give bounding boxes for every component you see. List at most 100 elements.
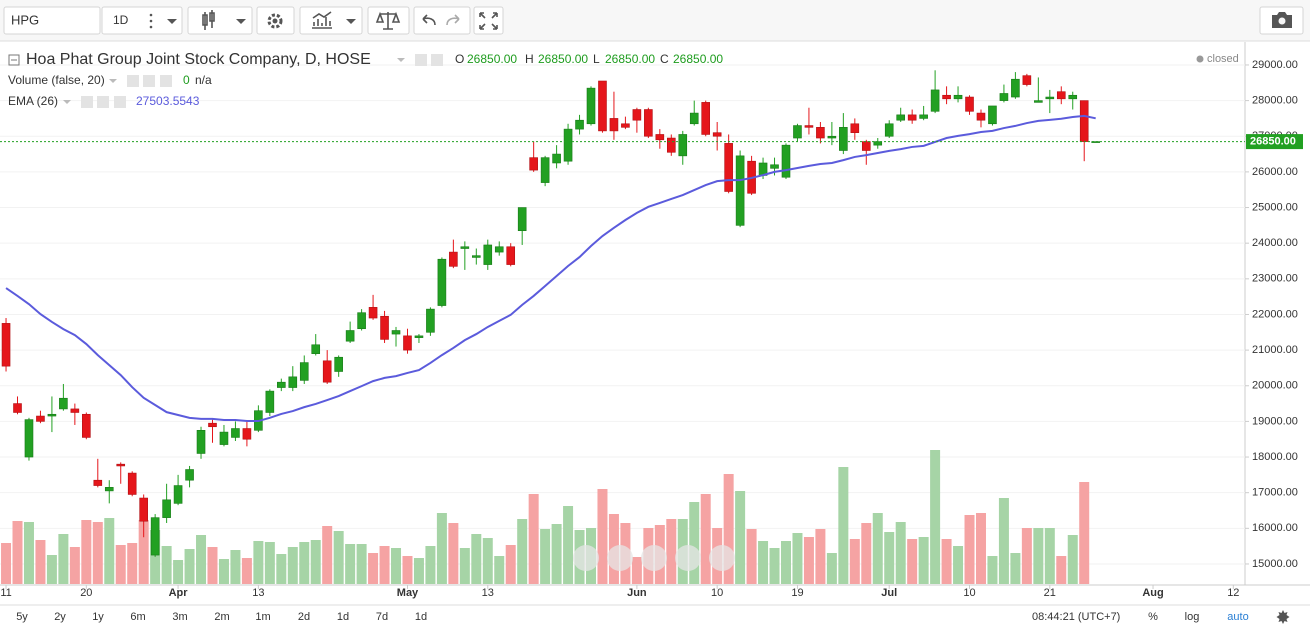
candle-body — [437, 258, 447, 306]
volume-bar — [196, 535, 207, 584]
volume-bar — [115, 545, 126, 584]
scroll-button[interactable] — [709, 545, 735, 571]
scroll-button[interactable] — [573, 545, 599, 571]
toolbar: HPG 1D — [0, 0, 1310, 42]
volume-bar — [918, 537, 929, 584]
dropdown-arrow — [236, 19, 246, 24]
volume-bar — [46, 555, 57, 584]
volume-bar — [23, 522, 34, 584]
range-button[interactable]: 2y — [54, 611, 66, 623]
legend-icon — [97, 96, 109, 108]
interval: 1D — [113, 13, 129, 27]
volume-bar — [1021, 528, 1032, 584]
range-button[interactable]: 1m — [255, 611, 270, 623]
volume-bar — [322, 526, 333, 584]
candle-body — [816, 127, 825, 139]
candle-body — [781, 144, 791, 178]
candle-body — [793, 125, 802, 139]
candle-body — [277, 381, 286, 388]
candle-body — [185, 469, 194, 481]
y-tick-label: 26000.00 — [1252, 166, 1298, 178]
candle-body — [334, 356, 343, 372]
volume-bar — [12, 521, 23, 584]
status-dot — [1196, 55, 1204, 63]
candle-body — [242, 428, 252, 440]
range-button[interactable]: 5y — [16, 611, 28, 623]
volume-bar — [746, 529, 757, 584]
volume-bar — [230, 550, 241, 584]
candle-body — [884, 123, 894, 137]
volume-bar — [884, 532, 895, 584]
scale-option[interactable]: % — [1148, 611, 1158, 623]
volume-bar — [345, 544, 356, 584]
x-tick-label: May — [397, 587, 419, 599]
candle-body — [357, 312, 366, 330]
scroll-button[interactable] — [607, 545, 633, 571]
volume-bar — [861, 523, 872, 584]
range-button[interactable]: 1d — [415, 611, 427, 623]
candle-body — [24, 419, 34, 458]
volume-bar — [35, 540, 46, 584]
candle-body — [116, 463, 126, 467]
dropdown-arrow — [109, 79, 117, 83]
candle-body — [93, 479, 103, 486]
volume-bar — [81, 520, 92, 584]
status-value: 26850.00 — [467, 52, 517, 66]
candle-body — [1011, 78, 1020, 98]
scroll-button[interactable] — [675, 545, 701, 571]
y-tick-label: 17000.00 — [1252, 487, 1298, 499]
volume-bar — [689, 502, 700, 584]
candle-body — [999, 93, 1009, 101]
candle-body — [311, 344, 321, 354]
candle-body — [460, 246, 470, 249]
candle-body — [426, 308, 435, 333]
volume-bar — [471, 534, 482, 584]
volume-bar — [207, 547, 218, 584]
scroll-button[interactable] — [641, 545, 667, 571]
legend: Hoa Phat Group Joint Stock Company, D, H… — [8, 51, 1239, 108]
candle-body — [104, 487, 114, 492]
settings-icon[interactable] — [1276, 610, 1290, 624]
range-button[interactable]: 2d — [298, 611, 310, 623]
legend-icon — [81, 96, 93, 108]
candle-body — [196, 430, 206, 454]
scale-option[interactable]: log — [1185, 611, 1200, 623]
candle-body — [173, 485, 183, 504]
range-button[interactable]: 2m — [214, 611, 229, 623]
candle-body — [345, 330, 355, 342]
chart-style-button[interactable] — [187, 6, 253, 35]
candle-body — [322, 360, 332, 383]
x-tick-label: 20 — [80, 587, 92, 599]
range-button[interactable]: 3m — [172, 611, 187, 623]
volume-bar — [941, 539, 952, 584]
indicator-icon — [312, 11, 332, 29]
scale-option[interactable]: auto — [1227, 611, 1248, 623]
volume-bar — [815, 529, 826, 584]
y-tick-label: 24000.00 — [1252, 237, 1298, 249]
range-button[interactable]: 1d — [337, 611, 349, 623]
volume-bar — [998, 498, 1009, 584]
candle-body — [552, 153, 561, 164]
volume-bar — [849, 539, 860, 584]
fullscreen-button[interactable] — [473, 6, 504, 35]
x-tick-label: Aug — [1142, 587, 1163, 599]
gear-icon — [267, 13, 283, 29]
symbol-input[interactable] — [3, 6, 101, 35]
volume-bar — [1079, 482, 1090, 584]
candle-body — [575, 119, 584, 130]
undo-redo-button[interactable] — [413, 6, 471, 35]
range-button[interactable]: 7d — [376, 611, 388, 623]
interval-button[interactable] — [101, 6, 183, 35]
candle-body — [735, 155, 745, 226]
volume-bar — [769, 548, 780, 584]
dropdown-arrow — [346, 19, 356, 24]
volume-bar — [1044, 528, 1055, 584]
y-tick-label: 22000.00 — [1252, 308, 1298, 320]
range-button[interactable]: 1y — [92, 611, 104, 623]
candle-body — [494, 246, 504, 253]
range-button[interactable]: 6m — [130, 611, 145, 623]
volume-bar — [299, 542, 310, 584]
candle-body — [449, 251, 458, 267]
collapse-icon[interactable] — [8, 54, 20, 66]
y-tick-label: 29000.00 — [1252, 59, 1298, 71]
